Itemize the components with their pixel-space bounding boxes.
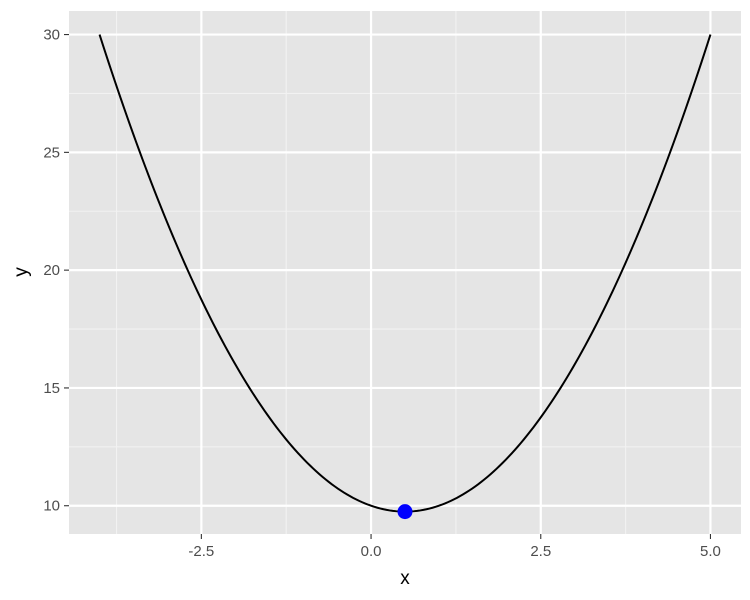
x-tick-label: 0.0 (361, 543, 382, 560)
x-tick-label: 2.5 (530, 543, 551, 560)
y-tick-label: 30 (43, 27, 60, 44)
y-tick-label: 10 (43, 498, 60, 515)
y-tick-label: 25 (43, 144, 60, 161)
y-tick-label: 15 (43, 380, 60, 397)
y-axis-title: y (11, 267, 32, 277)
axes: -2.5 0.0 2.5 5.0 10 15 20 25 30 (43, 27, 721, 560)
series-layer (98, 34, 712, 520)
x-tick-label: 5.0 (700, 543, 721, 560)
x-axis-title: x (400, 568, 410, 589)
x-tick-label: -2.5 (188, 543, 214, 560)
minimum-point (397, 504, 413, 520)
y-tick-label: 20 (43, 262, 60, 279)
plot-panel (69, 11, 741, 534)
